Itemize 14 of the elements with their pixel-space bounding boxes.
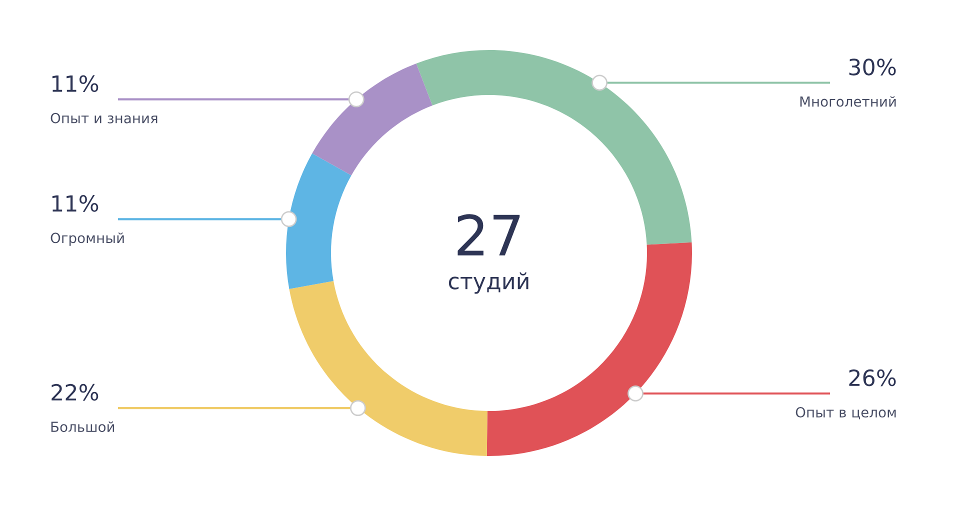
data-label: 22% bbox=[52, 384, 98, 401]
slice-label: Большой bbox=[51, 421, 114, 432]
data-label: 26% bbox=[849, 369, 896, 386]
data-label: 11% bbox=[52, 75, 98, 92]
slice-label: Огромный bbox=[50, 232, 124, 246]
text: 27 bbox=[458, 214, 520, 256]
slice-label: Многолетний bbox=[800, 96, 896, 107]
text: студий bbox=[448, 272, 528, 294]
slice-label: Опыт и знания bbox=[50, 112, 158, 124]
data-label: 11% bbox=[52, 195, 98, 212]
data-label: 30% bbox=[849, 58, 896, 76]
donut-slice bbox=[286, 153, 352, 289]
slice-label: Опыт в целом bbox=[796, 407, 896, 420]
donut-slice bbox=[312, 63, 432, 176]
